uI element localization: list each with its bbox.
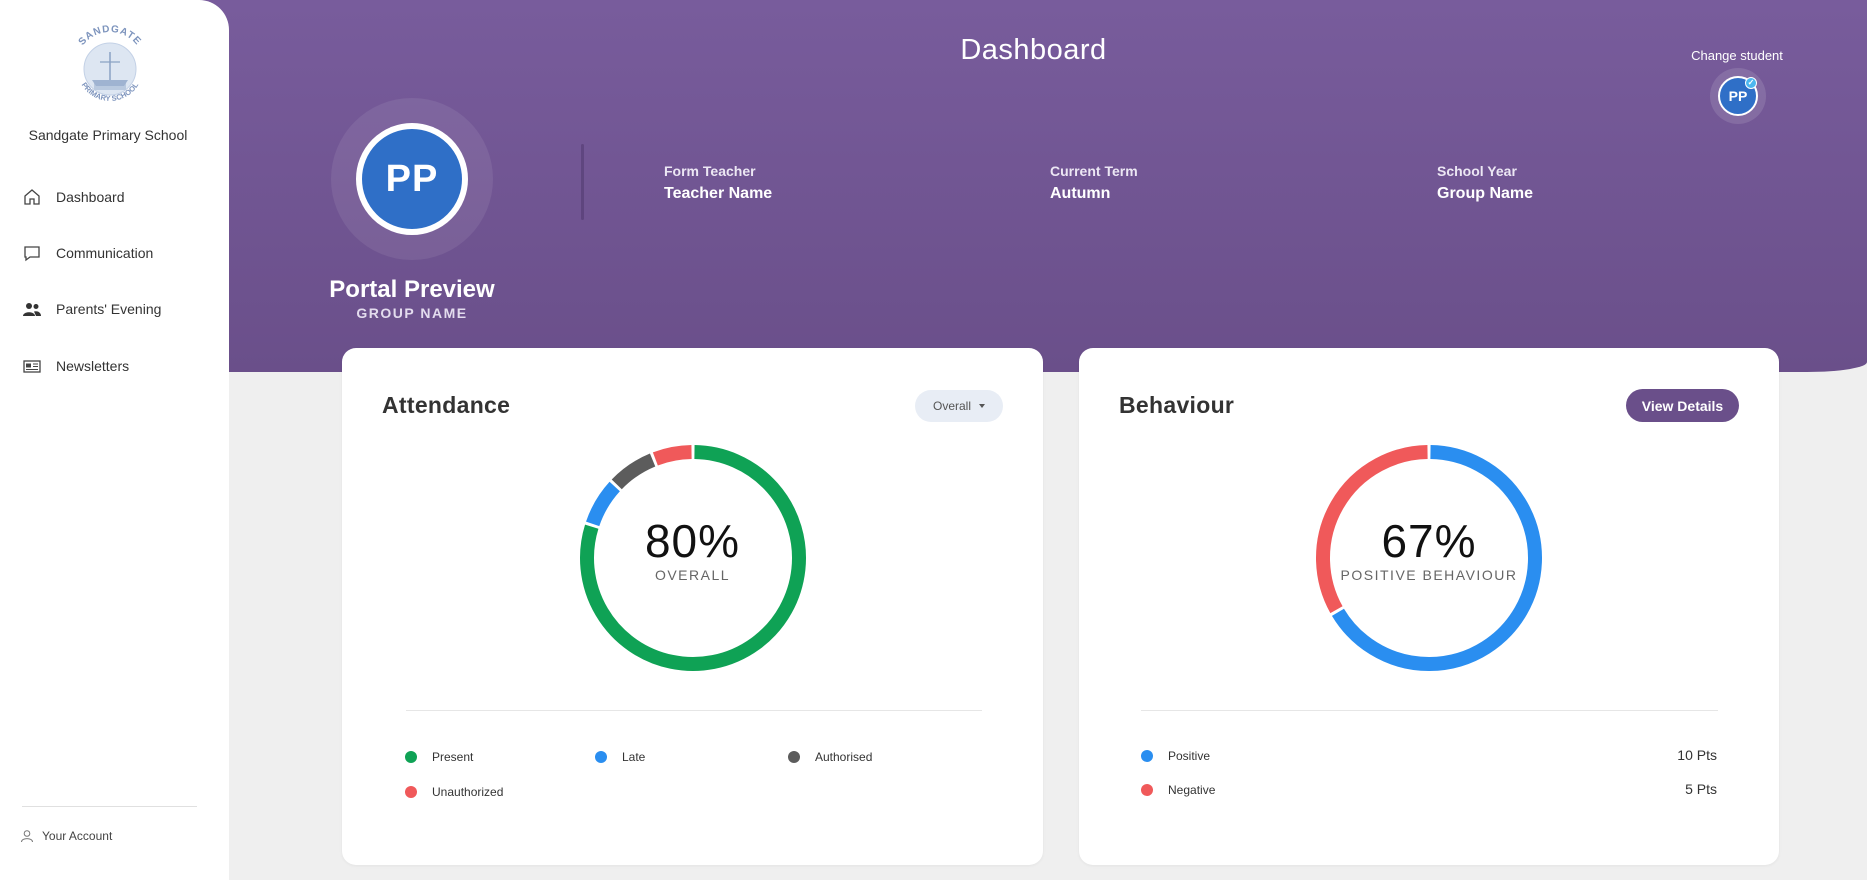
attendance-period-dropdown[interactable]: Overall (915, 390, 1003, 422)
info-school-year: School Year Group Name (1437, 163, 1533, 203)
dropdown-value: Overall (932, 399, 971, 413)
chat-icon (24, 246, 40, 262)
legend-authorised: Authorised (788, 750, 872, 764)
attendance-segment-late (586, 481, 621, 527)
home-icon (24, 189, 40, 205)
school-name: Sandgate Primary School (28, 127, 188, 143)
legend-label: Present (432, 750, 474, 764)
attendance-title: Attendance (382, 392, 511, 418)
check-icon: ✓ (1745, 77, 1757, 89)
student-avatar-ring: PP (331, 98, 493, 260)
negative-points: 5 Pts (1685, 781, 1717, 797)
legend-label: Authorised (815, 750, 873, 764)
legend-dot (405, 786, 417, 798)
legend-dot (595, 751, 607, 763)
attendance-segment-present (580, 445, 806, 671)
behaviour-divider (1141, 710, 1718, 711)
legend-late: Late (595, 750, 645, 764)
info-label: School Year (1437, 163, 1517, 179)
behaviour-title: Behaviour (1119, 392, 1235, 418)
behaviour-percent: 67% (1381, 515, 1477, 567)
behaviour-segment-negative (1316, 445, 1428, 614)
legend-dot (405, 751, 417, 763)
attendance-divider (406, 710, 982, 711)
sidebar-item-parents-evening[interactable]: Parents' Evening (22, 294, 212, 324)
attendance-percent: 80% (644, 515, 741, 567)
sidebar-item-newsletters[interactable]: Newsletters (22, 351, 212, 381)
sidebar-item-label: Communication (56, 245, 154, 261)
student-name: Portal Preview (329, 276, 495, 303)
info-value: Group Name (1437, 185, 1534, 202)
legend-dot (1141, 750, 1153, 762)
header-banner: Dashboard Change student PP ✓ (200, 0, 1867, 372)
your-account-label: Your Account (42, 829, 113, 843)
behaviour-center: 67% POSITIVE BEHAVIOUR (1079, 518, 1779, 583)
sidebar-item-communication[interactable]: Communication (22, 238, 212, 268)
newspaper-icon (23, 360, 41, 373)
mini-avatar-ring: PP ✓ (1710, 68, 1766, 124)
legend-label: Negative (1168, 783, 1216, 797)
legend-label: Late (622, 750, 646, 764)
info-label: Form Teacher (664, 163, 756, 179)
info-form-teacher: Form Teacher Teacher Name (664, 163, 772, 203)
behaviour-card: Behaviour View Details 67% POSITIVE BEHA… (1079, 348, 1779, 865)
change-student-button[interactable]: Change student PP ✓ (1677, 48, 1797, 124)
user-icon (21, 830, 33, 843)
page-title: Dashboard (960, 34, 1107, 66)
sidebar-item-dashboard[interactable]: Dashboard (22, 182, 212, 212)
mini-avatar[interactable]: PP ✓ (1718, 76, 1758, 116)
sidebar-item-label: Newsletters (56, 358, 130, 374)
school-logo[interactable]: SANDGATE PRIMARY SCHOOL (70, 24, 150, 114)
behaviour-segment-positive (1331, 445, 1542, 671)
legend-dot (788, 751, 800, 763)
info-value: Teacher Name (664, 185, 773, 202)
behaviour-center-label: POSITIVE BEHAVIOUR (1340, 567, 1518, 583)
attendance-segment-unauthorized (652, 445, 692, 466)
sidebar: SANDGATE PRIMARY SCHOOL Sandgate Primary… (0, 0, 229, 880)
positive-points: 10 Pts (1677, 747, 1717, 763)
legend-label: Unauthorized (432, 785, 504, 799)
view-details-button[interactable]: View Details (1626, 389, 1739, 422)
sidebar-item-label: Parents' Evening (56, 301, 162, 317)
student-group: GROUP NAME (356, 305, 468, 321)
attendance-segment-authorised (611, 453, 656, 490)
legend-dot (1141, 784, 1153, 796)
attendance-center: 80% OVERALL (342, 518, 1043, 583)
info-value: Autumn (1050, 185, 1111, 202)
legend-unauthorized: Unauthorized (405, 785, 503, 799)
attendance-card: Attendance Overall 80% OVERALL Present L… (342, 348, 1043, 865)
your-account-link[interactable]: Your Account (20, 829, 112, 843)
header-divider (581, 144, 584, 220)
sidebar-divider (22, 806, 197, 807)
student-avatar: PP (356, 123, 468, 235)
attendance-center-label: OVERALL (654, 567, 731, 583)
mini-avatar-initials: PP (1728, 88, 1748, 104)
legend-negative: Negative (1141, 783, 1215, 797)
people-icon (23, 303, 41, 316)
info-label: Current Term (1050, 163, 1138, 179)
legend-label: Positive (1168, 749, 1211, 763)
attendance-donut-chart (580, 445, 806, 671)
info-current-term: Current Term Autumn (1050, 163, 1138, 203)
sidebar-item-label: Dashboard (56, 189, 125, 205)
student-initials: PP (385, 157, 439, 200)
legend-positive: Positive (1141, 749, 1210, 763)
behaviour-donut-chart (1316, 445, 1542, 671)
legend-present: Present (405, 750, 473, 764)
change-student-label: Change student (1691, 48, 1783, 63)
chevron-down-icon (979, 404, 985, 408)
